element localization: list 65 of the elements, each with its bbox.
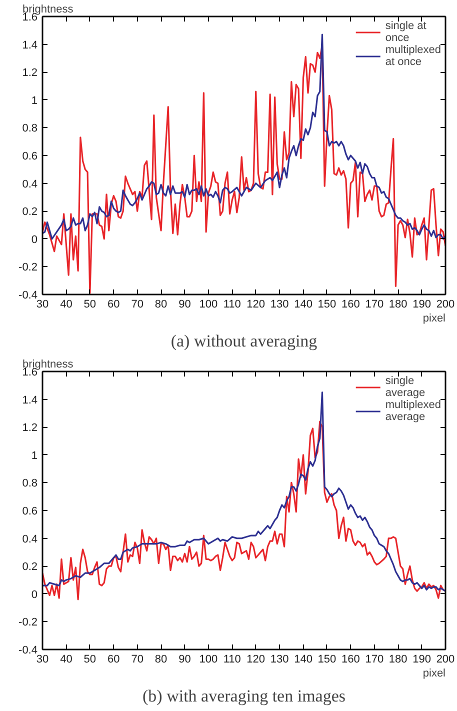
x-tick-label: 50 xyxy=(84,654,96,666)
y-tick-label: 0 xyxy=(31,588,38,601)
x-tick-label: 110 xyxy=(223,298,241,310)
y-tick-label: 0.4 xyxy=(22,178,38,190)
y-tick-label: 1.2 xyxy=(22,422,38,434)
y-tick-label: 0.6 xyxy=(22,506,38,518)
line-series xyxy=(42,392,446,592)
y-tick-label: 0.8 xyxy=(22,478,38,490)
x-tick-label: 190 xyxy=(412,298,431,310)
x-tick-label: 200 xyxy=(436,654,455,666)
y-tick-label: 0 xyxy=(31,234,38,246)
y-tick-label: -0.4 xyxy=(18,644,38,656)
x-tick-label: 130 xyxy=(270,654,289,666)
x-tick-label: 200 xyxy=(436,298,455,310)
x-tick-label: 140 xyxy=(294,654,312,666)
y-tick-label: 1.2 xyxy=(22,67,38,80)
x-tick-label: 160 xyxy=(342,298,360,310)
x-tick-label: 30 xyxy=(36,654,49,666)
y-tick-label: -0.2 xyxy=(18,616,38,629)
x-tick-label: 160 xyxy=(342,654,360,666)
x-tick-label: 170 xyxy=(365,654,384,666)
x-tick-label: 180 xyxy=(388,298,408,310)
y-tick-label: 1 xyxy=(31,450,38,462)
line-series xyxy=(42,34,446,240)
y-tick-label: 1 xyxy=(31,94,38,107)
y-tick-label: 1.4 xyxy=(22,394,38,406)
x-tick-label: 180 xyxy=(388,654,408,666)
y-tick-label: 0.6 xyxy=(22,150,38,162)
y-tick-label: -0.2 xyxy=(18,262,38,274)
x-tick-label: 150 xyxy=(318,298,336,310)
x-tick-label: 50 xyxy=(84,298,96,310)
x-tick-label: 190 xyxy=(412,654,431,666)
x-axis-title: pixel xyxy=(422,312,446,324)
x-tick-label: 70 xyxy=(131,654,144,666)
x-tick-label: 100 xyxy=(199,654,218,666)
x-tick-label: 80 xyxy=(154,298,168,310)
x-tick-label: 120 xyxy=(246,298,266,310)
x-tick-label: 170 xyxy=(365,298,384,310)
legend-label: multiplexed average xyxy=(385,399,441,423)
x-tick-label: 120 xyxy=(246,654,266,666)
x-tick-label: 90 xyxy=(178,654,191,666)
text: (b) with averaging ten images xyxy=(142,686,346,706)
legend-label: multiplexed at once xyxy=(385,44,441,68)
x-axis-title: pixel xyxy=(422,668,446,680)
x-tick-label: 70 xyxy=(131,298,144,310)
x-tick-label: 90 xyxy=(178,298,191,310)
x-tick-label: 100 xyxy=(199,298,218,310)
y-tick-label: 0.4 xyxy=(22,533,38,546)
x-tick-label: 60 xyxy=(108,654,120,666)
x-tick-label: 40 xyxy=(60,654,72,666)
x-tick-label: 150 xyxy=(318,654,336,666)
y-tick-label: 0.2 xyxy=(22,206,38,218)
x-tick-label: 80 xyxy=(154,654,168,666)
y-tick-label: 0.2 xyxy=(22,561,38,574)
x-tick-label: 60 xyxy=(108,298,120,310)
x-tick-label: 110 xyxy=(223,654,241,666)
x-tick-label: 130 xyxy=(270,298,289,310)
y-tick-label: -0.4 xyxy=(18,290,38,302)
text: (a) without averaging xyxy=(170,332,318,350)
x-tick-label: 40 xyxy=(60,298,72,310)
x-tick-label: 30 xyxy=(36,298,49,310)
y-tick-label: 1.4 xyxy=(22,39,38,52)
y-tick-label: 0.8 xyxy=(22,122,38,135)
x-tick-label: 140 xyxy=(294,298,312,310)
line-series xyxy=(42,420,446,600)
